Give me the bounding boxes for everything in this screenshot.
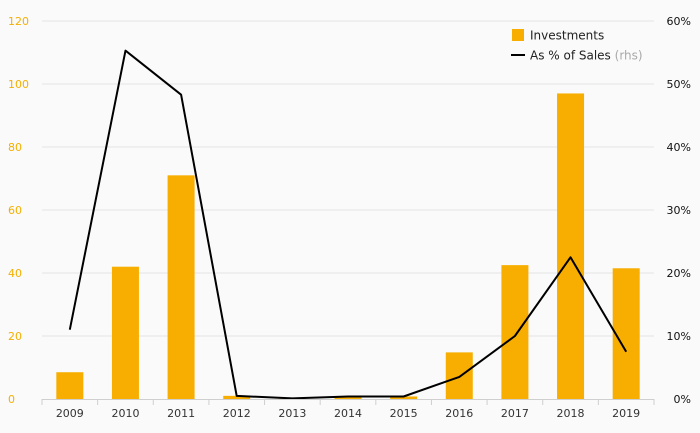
left-tick-label: 60 xyxy=(8,204,22,217)
line-path xyxy=(68,49,628,400)
bar xyxy=(557,93,585,399)
line-series-as-pct-of-sales xyxy=(68,49,628,400)
right-tick-label: 40% xyxy=(667,141,691,154)
gridlines xyxy=(42,20,654,337)
right-tick-label: 30% xyxy=(667,204,691,217)
legend-label-as-pct-of-sales: As % of Sales (rhs) xyxy=(530,49,643,63)
bar xyxy=(56,372,84,399)
x-tick-label: 2019 xyxy=(612,407,640,420)
left-tick-label: 120 xyxy=(8,15,29,28)
x-tick-label: 2017 xyxy=(501,407,529,420)
bar xyxy=(390,396,418,399)
x-tick-label: 2014 xyxy=(334,407,362,420)
x-tick-label: 2010 xyxy=(111,407,139,420)
bar xyxy=(111,266,139,399)
left-tick-label: 100 xyxy=(8,78,29,91)
bar xyxy=(167,175,195,399)
x-tick-label: 2009 xyxy=(56,407,84,420)
right-tick-label: 50% xyxy=(667,78,691,91)
right-tick-label: 60% xyxy=(667,15,691,28)
x-tick-label: 2012 xyxy=(223,407,251,420)
left-tick-label: 20 xyxy=(8,330,22,343)
left-axis-ticks: 0 20 40 60 80 100 120 xyxy=(8,15,29,406)
right-axis-ticks: 0% 10% 20% 30% 40% 50% 60% xyxy=(667,15,691,406)
left-tick-label: 80 xyxy=(8,141,22,154)
bar-series-investments xyxy=(56,93,640,399)
x-tick-label: 2018 xyxy=(557,407,585,420)
legend-note-rhs: (rhs) xyxy=(615,49,643,63)
right-tick-label: 10% xyxy=(667,330,691,343)
left-tick-label: 0 xyxy=(8,393,15,406)
bar xyxy=(334,396,362,399)
legend-label-investments: Investments xyxy=(530,29,604,43)
right-tick-label: 20% xyxy=(667,267,691,280)
x-tick-label: 2011 xyxy=(167,407,195,420)
bar xyxy=(223,395,251,399)
right-tick-label: 0% xyxy=(674,393,691,406)
bar xyxy=(501,265,529,399)
legend: Investments As % of Sales (rhs) xyxy=(511,29,643,63)
x-axis: 2009 2010 2011 2012 2013 2014 2015 2016 2017 2018… xyxy=(41,399,655,420)
x-tick-label: 2013 xyxy=(278,407,306,420)
legend-swatch-investments xyxy=(512,29,524,41)
x-tick-label: 2015 xyxy=(390,407,418,420)
left-tick-label: 40 xyxy=(8,267,22,280)
bar xyxy=(612,268,640,399)
x-tick-label: 2016 xyxy=(445,407,473,420)
